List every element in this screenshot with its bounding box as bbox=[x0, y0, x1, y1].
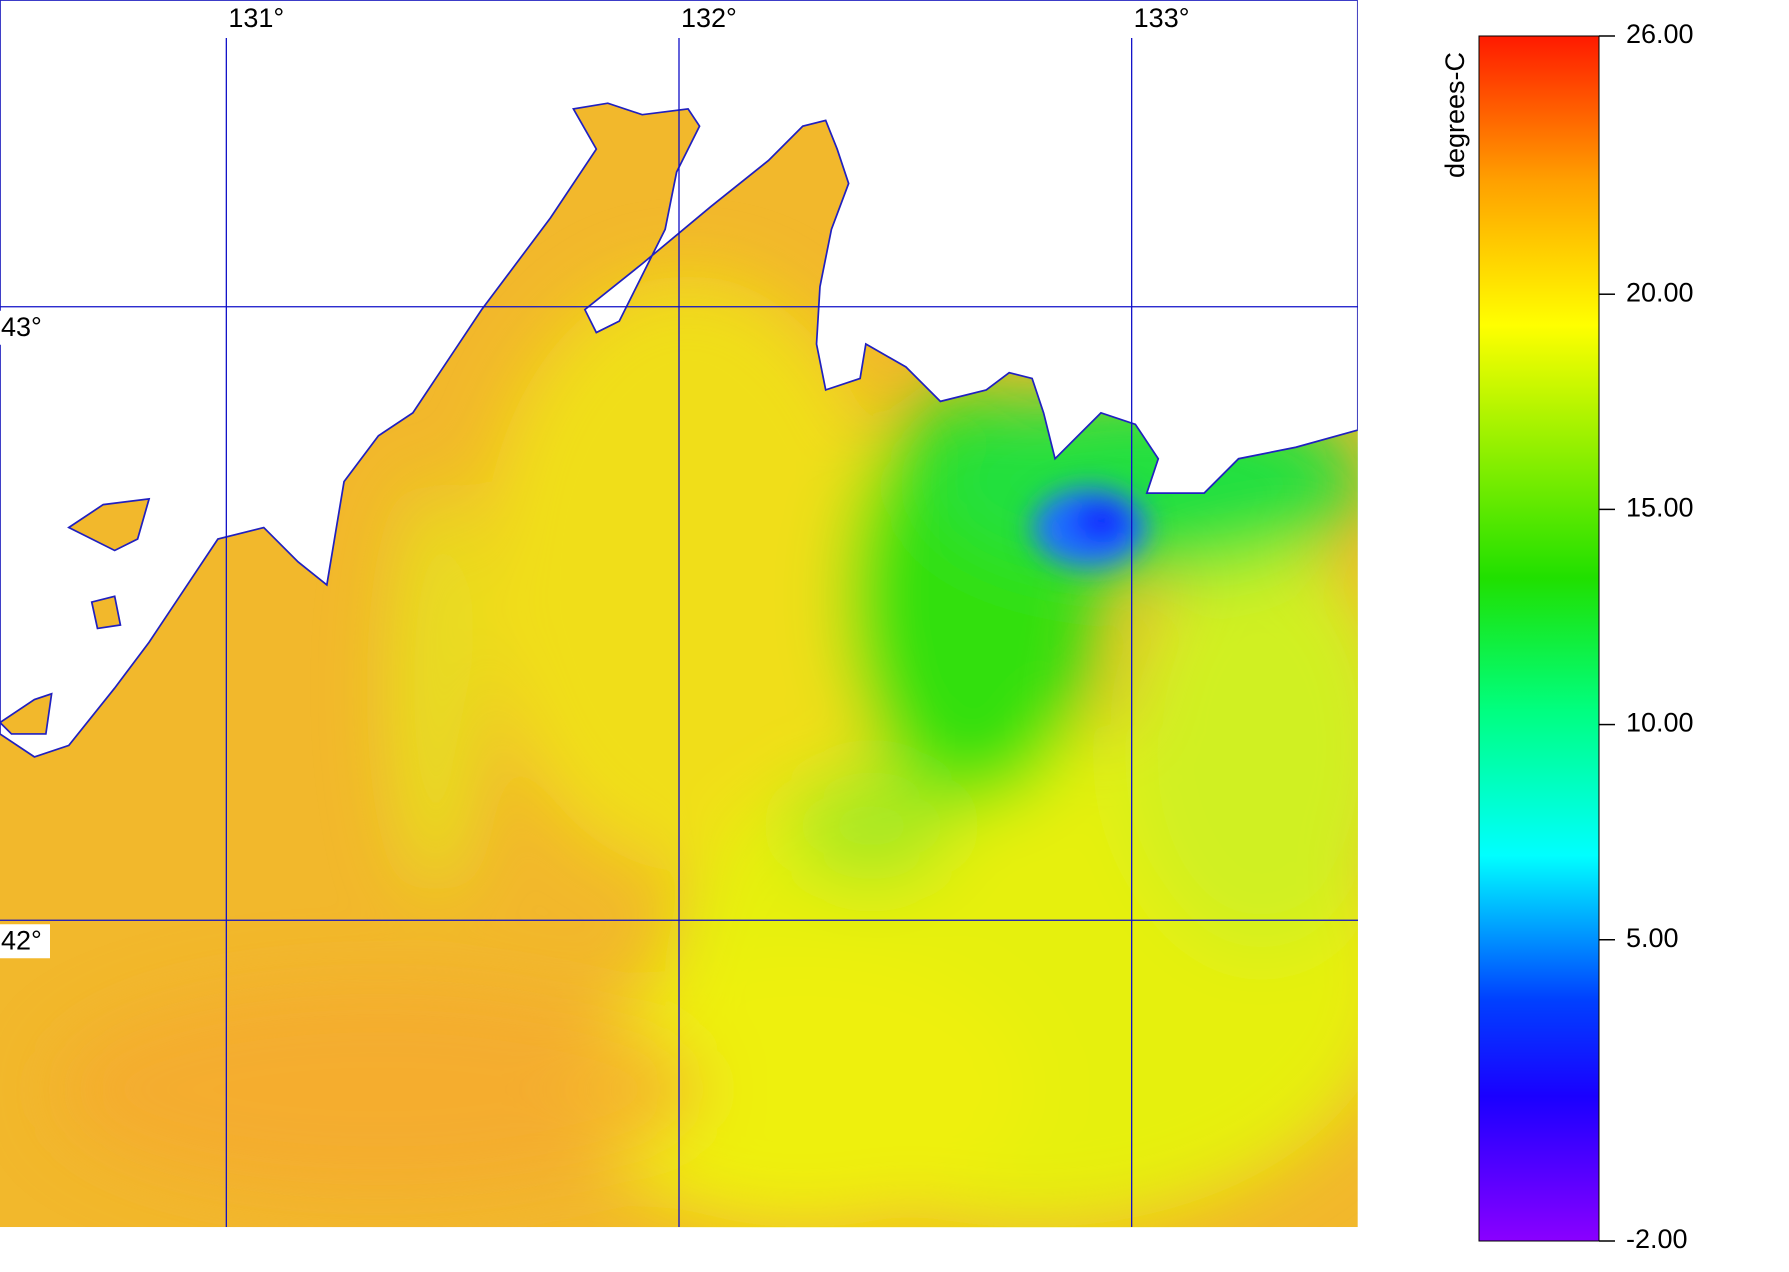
colorbar-tick-label: -2.00 bbox=[1626, 1224, 1688, 1254]
colorbar-tick-label: 20.00 bbox=[1626, 277, 1694, 307]
lat-label-bg bbox=[0, 310, 50, 345]
colorbar-tick-label: 26.00 bbox=[1626, 19, 1694, 49]
colorbar-tick-label: 5.00 bbox=[1626, 923, 1679, 953]
graticule: 131° 132° 133° 43° 42° bbox=[0, 3, 1358, 1227]
land bbox=[0, 0, 1358, 758]
colorbar-tick-label: 15.00 bbox=[1626, 493, 1694, 523]
islands bbox=[0, 497, 151, 735]
colorbar-label: degrees-C bbox=[1440, 52, 1470, 178]
colorbar-tick-label: 10.00 bbox=[1626, 708, 1694, 738]
lat-label: 42° bbox=[1, 925, 42, 955]
colorbar bbox=[1478, 35, 1600, 1242]
lon-label: 132° bbox=[681, 3, 737, 33]
lat-label-bg bbox=[0, 924, 50, 959]
lon-label: 131° bbox=[228, 3, 284, 33]
lon-label: 133° bbox=[1134, 3, 1190, 33]
sst-field bbox=[0, 0, 1358, 1228]
lat-label: 43° bbox=[1, 312, 42, 342]
